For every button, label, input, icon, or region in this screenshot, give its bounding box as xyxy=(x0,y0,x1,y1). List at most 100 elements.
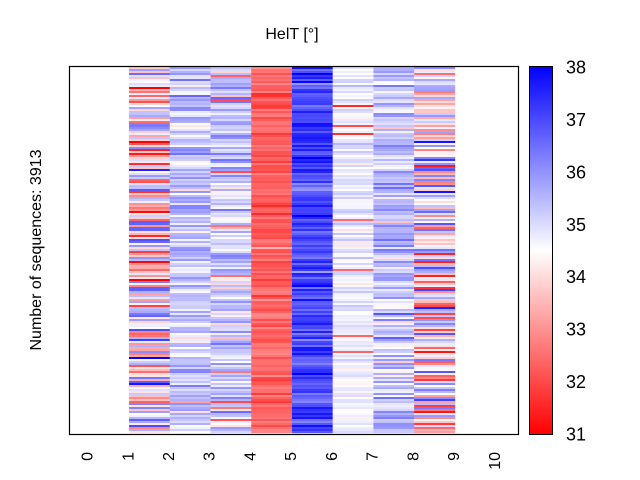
heatmap-cell xyxy=(169,69,211,72)
heatmap-cell xyxy=(414,117,456,120)
heatmap-cell xyxy=(210,391,252,394)
heatmap-cell xyxy=(373,343,415,346)
heatmap-cell xyxy=(251,277,293,280)
heatmap-cell xyxy=(129,81,171,84)
heatmap-cell xyxy=(332,345,374,348)
heatmap-cell xyxy=(210,71,252,74)
heatmap-cell xyxy=(373,315,415,318)
heatmap-cell xyxy=(373,383,415,386)
heatmap-cell xyxy=(251,241,293,244)
heatmap-cell xyxy=(332,313,374,316)
heatmap-cell xyxy=(169,127,211,130)
heatmap-cell xyxy=(414,145,456,148)
heatmap-cell xyxy=(210,275,252,278)
heatmap-cell xyxy=(414,105,456,108)
heatmap-cell xyxy=(210,85,252,88)
heatmap-cell xyxy=(291,273,333,276)
heatmap-cell xyxy=(332,343,374,346)
heatmap-cell xyxy=(251,87,293,90)
heatmap-cell xyxy=(210,347,252,350)
heatmap-cell xyxy=(291,429,333,432)
heatmap-cell xyxy=(373,145,415,148)
heatmap-cell xyxy=(251,209,293,212)
heatmap-cell xyxy=(332,279,374,282)
heatmap-cell xyxy=(169,405,211,408)
heatmap-cell xyxy=(129,143,171,146)
heatmap-cell xyxy=(129,359,171,362)
heatmap-cell xyxy=(373,339,415,342)
heatmap-cell xyxy=(251,125,293,128)
heatmap-cell xyxy=(414,379,456,382)
heatmap-cell xyxy=(332,81,374,84)
heatmap-cell xyxy=(169,115,211,118)
heatmap-cell xyxy=(332,131,374,134)
heatmap-cell xyxy=(332,325,374,328)
heatmap-cell xyxy=(210,367,252,370)
heatmap-cell xyxy=(210,221,252,224)
x-tick-label: 8 xyxy=(405,452,422,461)
heatmap-cell xyxy=(251,191,293,194)
heatmap-cell xyxy=(251,421,293,424)
heatmap-cell xyxy=(373,123,415,126)
heatmap-cell xyxy=(373,319,415,322)
heatmap-cell xyxy=(373,115,415,118)
heatmap-cell xyxy=(169,295,211,298)
heatmap-cell xyxy=(251,243,293,246)
heatmap-cell xyxy=(169,141,211,144)
heatmap-cell xyxy=(291,371,333,374)
heatmap-cell xyxy=(169,287,211,290)
heatmap-cell xyxy=(169,321,211,324)
heatmap-cell xyxy=(169,163,211,166)
heatmap-cell xyxy=(210,163,252,166)
heatmap-cell xyxy=(291,195,333,198)
heatmap-cell xyxy=(291,71,333,74)
heatmap-cell xyxy=(373,227,415,230)
heatmap-cell xyxy=(291,367,333,370)
heatmap-cell xyxy=(373,161,415,164)
heatmap-cell xyxy=(169,369,211,372)
heatmap-cell xyxy=(332,315,374,318)
heatmap-cell xyxy=(414,321,456,324)
heatmap-cell xyxy=(291,295,333,298)
heatmap-cell xyxy=(210,191,252,194)
heatmap-cell xyxy=(332,287,374,290)
x-tick-label: 4 xyxy=(242,452,259,461)
heatmap-cell xyxy=(291,221,333,224)
heatmap-cell xyxy=(210,97,252,100)
heatmap-cell xyxy=(210,333,252,336)
x-tick-label: 2 xyxy=(161,452,178,461)
heatmap-cell xyxy=(332,275,374,278)
heatmap-cell xyxy=(291,397,333,400)
heatmap-cell xyxy=(414,323,456,326)
heatmap-cell xyxy=(129,231,171,234)
heatmap-cell xyxy=(332,253,374,256)
heatmap-cell xyxy=(414,401,456,404)
heatmap-cell xyxy=(251,151,293,154)
heatmap-cell xyxy=(251,351,293,354)
heatmap-cell xyxy=(169,239,211,242)
heatmap-cell xyxy=(332,211,374,214)
heatmap-cell xyxy=(332,367,374,370)
heatmap-cell xyxy=(251,89,293,92)
heatmap-cell xyxy=(251,383,293,386)
heatmap-cell xyxy=(251,245,293,248)
heatmap-cell xyxy=(251,301,293,304)
heatmap-cell xyxy=(291,173,333,176)
heatmap-cell xyxy=(373,395,415,398)
heatmap-cell xyxy=(332,389,374,392)
heatmap-cell xyxy=(332,103,374,106)
heatmap-cell xyxy=(169,237,211,240)
heatmap-cell xyxy=(291,227,333,230)
heatmap-cell xyxy=(332,289,374,292)
heatmap-cell xyxy=(169,89,211,92)
heatmap-cell xyxy=(291,315,333,318)
heatmap-cell xyxy=(332,133,374,136)
heatmap-cell xyxy=(129,145,171,148)
heatmap-cell xyxy=(169,209,211,212)
heatmap-cell xyxy=(414,413,456,416)
heatmap-cell xyxy=(210,169,252,172)
heatmap-cell xyxy=(169,387,211,390)
heatmap-cell xyxy=(210,331,252,334)
heatmap-cell xyxy=(210,287,252,290)
heatmap-cell xyxy=(169,189,211,192)
